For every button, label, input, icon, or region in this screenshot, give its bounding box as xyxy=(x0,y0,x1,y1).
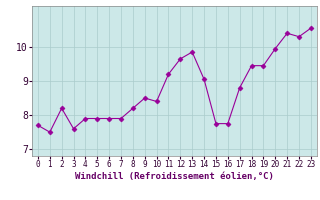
X-axis label: Windchill (Refroidissement éolien,°C): Windchill (Refroidissement éolien,°C) xyxy=(75,172,274,181)
